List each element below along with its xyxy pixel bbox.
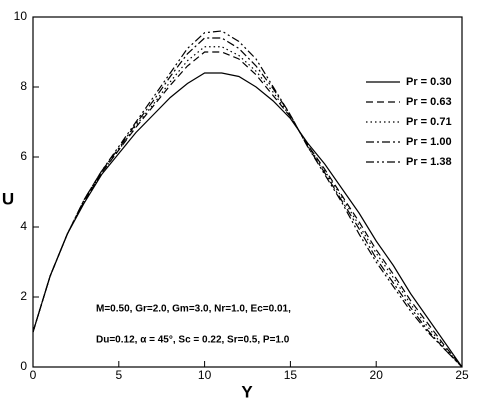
annotation: M=0.50, Gr=2.0, Gm=3.0, Nr=1.0, Ec=0.01, [96,304,291,315]
legend-label: Pr = 0.30 [406,76,452,88]
x-tick-label: 20 [370,368,384,382]
plot-frame [32,16,463,368]
y-tick-label: 10 [14,9,28,23]
y-tick-label: 8 [20,79,27,93]
x-tick-label: 10 [198,368,212,382]
legend-label: Pr = 0.71 [406,116,452,128]
x-tick-label: 5 [115,368,122,382]
legend-label: Pr = 1.00 [406,136,452,148]
line-series [32,30,463,368]
y-tick-label: 4 [20,219,27,233]
y-tick-label: 2 [20,289,27,303]
x-tick-label: 25 [455,368,469,382]
legend-label: Pr = 0.63 [406,96,452,108]
x-tick-label: 0 [30,368,37,382]
line-series [32,51,463,368]
y-tick-label: 6 [20,149,27,163]
line-series [32,46,463,368]
line-series [32,72,463,368]
y-tick-label: 0 [20,359,27,373]
x-axis-label: Y [241,382,253,401]
annotation: Du=0.12, α = 45°, Sc = 0.22, Sr=0.5, P=1… [96,335,290,346]
y-axis-label: U [2,189,14,208]
x-tick-label: 15 [284,368,298,382]
legend-label: Pr = 1.38 [406,156,452,168]
line-series [32,37,463,368]
